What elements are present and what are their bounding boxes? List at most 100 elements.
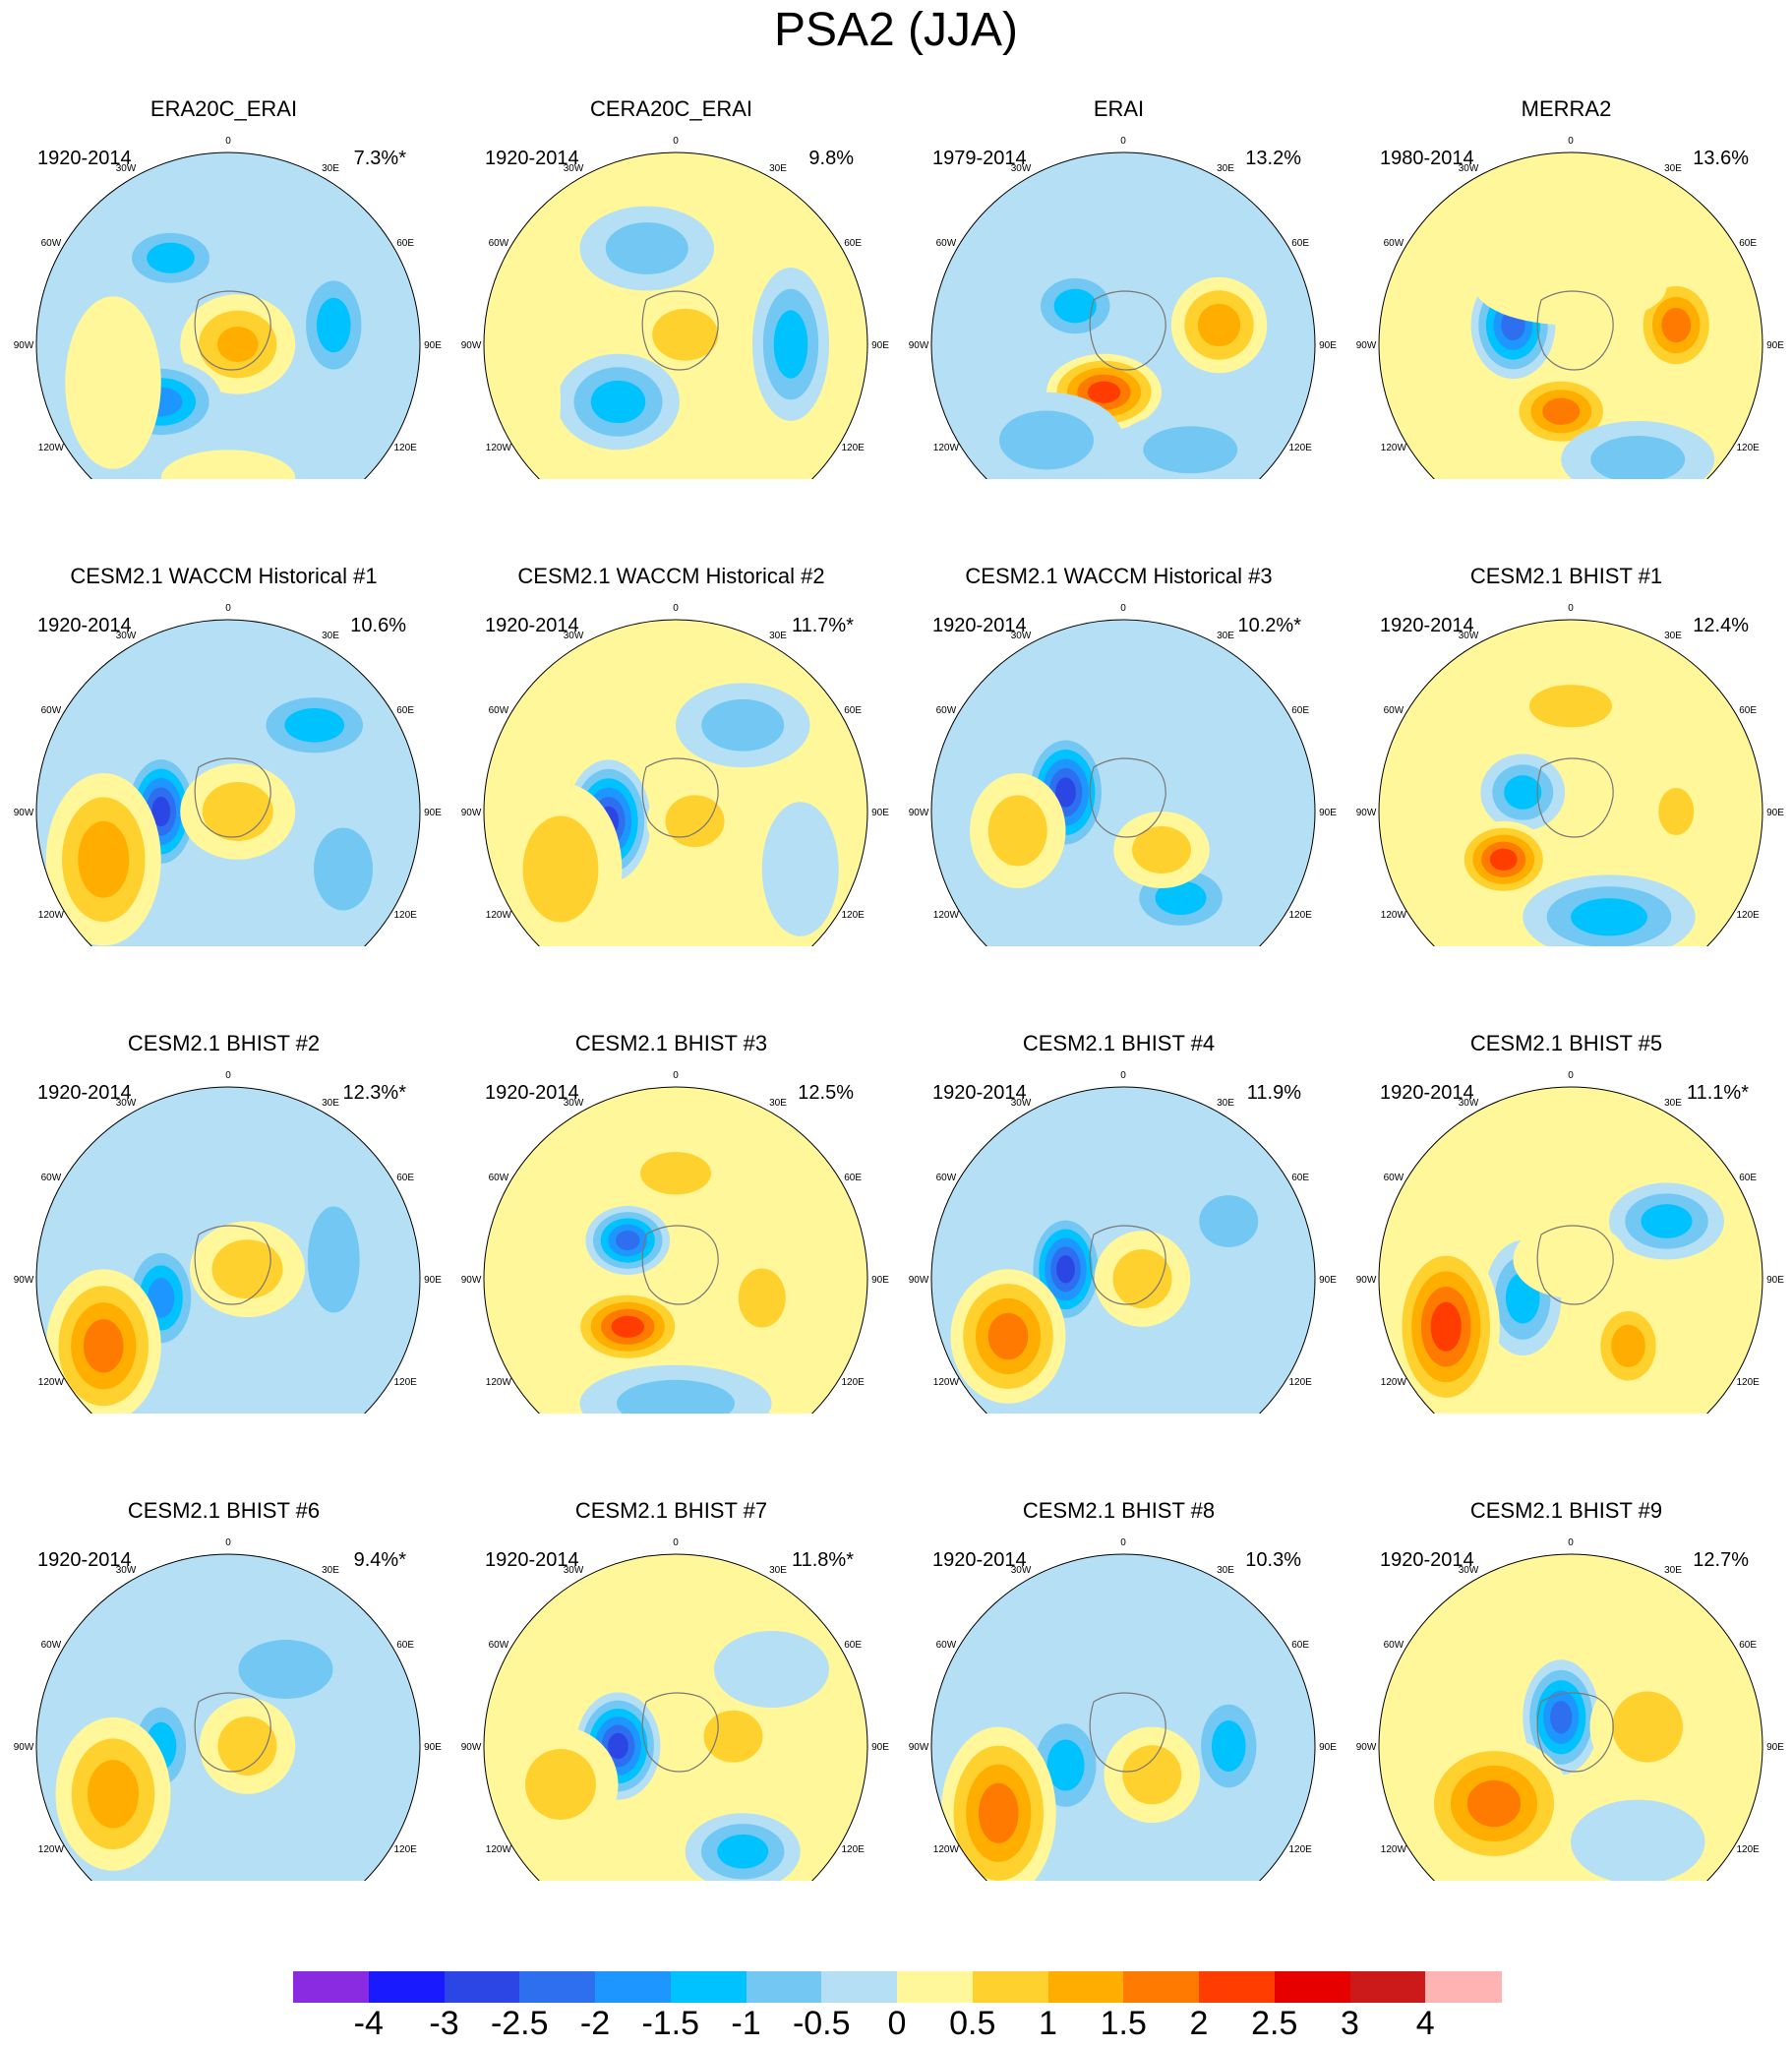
antarctica-coastline bbox=[1089, 1225, 1166, 1305]
panel-period: 1979-2014 bbox=[932, 148, 1027, 169]
colorbar-swatch bbox=[1274, 1971, 1350, 2003]
longitude-label: 90E bbox=[871, 1275, 889, 1286]
contour-fill bbox=[1513, 1221, 1629, 1298]
longitude-label: 120E bbox=[1736, 443, 1760, 453]
contour-fill bbox=[1641, 1204, 1693, 1238]
longitude-label: 90E bbox=[1766, 1275, 1784, 1286]
map-boundary bbox=[930, 619, 1316, 946]
longitude-label: 60W bbox=[41, 1640, 62, 1651]
longitude-label: 30W bbox=[116, 163, 137, 174]
longitude-label: 30E bbox=[769, 163, 787, 174]
colorbar-tick-label: -1.5 bbox=[641, 2005, 700, 2042]
map-boundary bbox=[930, 1086, 1316, 1414]
contour-fill bbox=[1132, 826, 1191, 873]
colorbar-swatch bbox=[821, 1971, 898, 2003]
longitude-label: 60E bbox=[1291, 238, 1309, 249]
polar-map: 030E60E90E120E150E180150W120W90W60W30W bbox=[1356, 136, 1784, 479]
longitude-label: 90E bbox=[871, 1742, 889, 1753]
panel-period: 1920-2014 bbox=[1380, 1549, 1474, 1571]
longitude-label: 30W bbox=[1459, 163, 1479, 174]
longitude-label: 30W bbox=[564, 631, 584, 641]
panel-percent-variance: 9.8% bbox=[808, 148, 854, 169]
panel-title: CESM2.1 BHIST #2 bbox=[127, 1031, 321, 1055]
longitude-label: 90E bbox=[424, 808, 442, 818]
longitude-label: 120W bbox=[38, 910, 65, 921]
polar-map: 030E60E90E120E150E180150W120W90W60W30W bbox=[909, 1537, 1337, 1881]
panel-percent-variance: 11.7%* bbox=[791, 615, 854, 636]
panel-title: CESM2.1 BHIST #5 bbox=[1469, 1031, 1663, 1055]
colorbar-labels: -4 -3 -2.5 -2 -1.5 -1 -0.5 0 0.5 1 1.5 2 2.5 3 4 bbox=[0, 2005, 1792, 2048]
antarctica-coastline bbox=[641, 290, 719, 371]
contour-fill bbox=[1122, 1745, 1182, 1805]
contour-fill bbox=[1197, 303, 1241, 347]
longitude-label: 120W bbox=[1381, 1844, 1407, 1855]
colorbar-tick-label: -3 bbox=[429, 2005, 459, 2042]
antarctica-coastline bbox=[641, 757, 719, 838]
longitude-label: 60W bbox=[1384, 1173, 1404, 1183]
panel: 030E60E90E120E150E180150W120W90W60W30WCE… bbox=[448, 946, 895, 1414]
longitude-label: 120E bbox=[1288, 1844, 1312, 1855]
longitude-label: 60W bbox=[489, 705, 509, 716]
contour-fill bbox=[1661, 307, 1692, 343]
panel-title: CESM2.1 WACCM Historical #1 bbox=[70, 564, 378, 588]
colorbar-swatch bbox=[368, 1971, 445, 2003]
contour-fill bbox=[611, 1315, 644, 1338]
longitude-label: 120W bbox=[38, 1377, 65, 1388]
antarctica-coastline bbox=[194, 1692, 271, 1773]
polar-map: 030E60E90E120E150E180150W120W90W60W30W bbox=[1356, 603, 1784, 946]
contour-fill bbox=[307, 1206, 360, 1313]
longitude-label: 90E bbox=[1319, 340, 1337, 351]
contour-fill bbox=[1085, 1358, 1238, 1414]
longitude-label: 120E bbox=[393, 443, 417, 453]
longitude-label: 60E bbox=[396, 1173, 414, 1183]
contour-fill bbox=[148, 1278, 175, 1318]
panel-percent-variance: 9.4%* bbox=[353, 1549, 406, 1571]
longitude-label: 90W bbox=[1356, 1275, 1377, 1286]
polar-map: 030E60E90E120E150E180150W120W90W60W30W bbox=[909, 1070, 1337, 1414]
panel-period: 1920-2014 bbox=[932, 1082, 1027, 1104]
panel-period: 1920-2014 bbox=[37, 148, 132, 169]
longitude-label: 90E bbox=[424, 340, 442, 351]
longitude-label: 120W bbox=[933, 910, 960, 921]
contour-fill bbox=[88, 1760, 139, 1829]
contour-fill bbox=[1612, 1691, 1683, 1763]
longitude-label: 90W bbox=[14, 340, 34, 351]
contour-fill bbox=[999, 410, 1094, 470]
longitude-label: 0 bbox=[673, 603, 679, 614]
colorbar-swatch bbox=[595, 1971, 672, 2003]
longitude-label: 30W bbox=[1459, 1098, 1479, 1109]
contour-fill bbox=[1046, 1739, 1085, 1791]
longitude-label: 60W bbox=[1384, 1640, 1404, 1651]
panel: 030E60E90E120E150E180150W120W90W60W30WCE… bbox=[448, 479, 895, 946]
polar-map: 030E60E90E120E150E180150W120W90W60W30W bbox=[1356, 1070, 1784, 1414]
longitude-label: 30E bbox=[1664, 163, 1682, 174]
contour-fill bbox=[738, 1268, 786, 1328]
longitude-label: 120E bbox=[841, 1844, 865, 1855]
longitude-label: 30E bbox=[322, 1098, 339, 1109]
longitude-label: 30W bbox=[1011, 163, 1032, 174]
contour-fill bbox=[1087, 381, 1121, 403]
colorbar-swatch bbox=[972, 1971, 1048, 2003]
longitude-label: 30E bbox=[1664, 631, 1682, 641]
longitude-label: 0 bbox=[1120, 603, 1126, 614]
longitude-label: 90W bbox=[14, 1275, 34, 1286]
longitude-label: 60W bbox=[936, 238, 957, 249]
panel-percent-variance: 7.3%* bbox=[353, 148, 406, 169]
longitude-label: 120E bbox=[1736, 1844, 1760, 1855]
longitude-label: 90E bbox=[424, 1742, 442, 1753]
colorbar-tick-label: 3 bbox=[1341, 2005, 1359, 2042]
contour-fill bbox=[1155, 880, 1207, 916]
contour-fill bbox=[83, 1319, 124, 1373]
map-boundary bbox=[35, 619, 421, 946]
longitude-label: 30W bbox=[1011, 631, 1032, 641]
longitude-label: 30W bbox=[1459, 1565, 1479, 1576]
polar-map: 030E60E90E120E150E180150W120W90W60W30W bbox=[461, 1537, 889, 1881]
longitude-label: 90W bbox=[1356, 1742, 1377, 1753]
longitude-label: 30W bbox=[564, 1565, 584, 1576]
longitude-label: 120E bbox=[1288, 910, 1312, 921]
longitude-label: 60E bbox=[844, 238, 862, 249]
longitude-label: 30W bbox=[564, 163, 584, 174]
contour-fill bbox=[617, 1379, 735, 1414]
polar-map: 030E60E90E120E150E180150W120W90W60W30W bbox=[1356, 1537, 1784, 1881]
